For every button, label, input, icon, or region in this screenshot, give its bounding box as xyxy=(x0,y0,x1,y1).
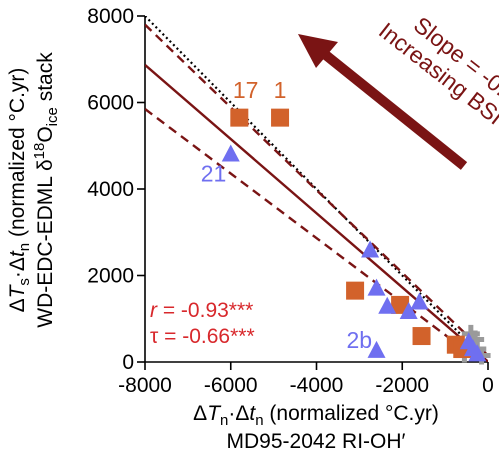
triangle-marker xyxy=(367,340,386,358)
triangle-marker xyxy=(361,240,380,258)
point-label: 2b xyxy=(347,327,373,353)
triangle-marker xyxy=(367,278,386,296)
x-axis-subtitle: MD95-2042 RI-OH′ xyxy=(227,430,406,453)
triangle-marker xyxy=(378,296,397,314)
x-tick-label: 0 xyxy=(482,374,494,397)
axis-tick-labels: -8000 -6000 -4000 -2000 0 0 2000 4000 6000 8000 xyxy=(87,5,494,397)
regression-lines xyxy=(145,16,488,362)
point-label: 17 xyxy=(233,77,259,103)
x-tick-label: -6000 xyxy=(204,374,258,397)
triangle-marker xyxy=(468,344,487,362)
square-marker xyxy=(346,281,365,300)
y-tick-label: 8000 xyxy=(87,5,134,28)
annotation-arrow xyxy=(298,34,468,170)
regression-line-dotted xyxy=(145,16,488,362)
stat-tau: τ = -0.66*** xyxy=(150,325,255,348)
triangle-marker xyxy=(410,292,429,310)
y-axis-title: ΔTs·Δtn (normalized °C.yr) xyxy=(6,68,33,313)
stat-r: r = -0.93*** xyxy=(150,299,253,322)
regression-line-dashed xyxy=(145,23,488,357)
square-marker xyxy=(412,327,431,346)
square-marker xyxy=(271,108,290,127)
y-tick-label: 4000 xyxy=(87,178,134,201)
regression-line-solid xyxy=(145,63,488,362)
triangle-marker xyxy=(399,301,418,319)
y-tick-label: 2000 xyxy=(87,265,134,288)
data-points xyxy=(221,108,491,365)
x-tick-label: -2000 xyxy=(375,374,429,397)
axis-ticks xyxy=(137,15,489,370)
y-tick-label: 0 xyxy=(122,351,134,374)
annotation-text: Slope = -0.86 Increasing BSI xyxy=(374,11,499,129)
x-axis-title: ΔTn·Δtn (normalized °C.yr) xyxy=(193,402,439,429)
x-tick-label: -8000 xyxy=(118,374,172,397)
point-label: 21 xyxy=(201,161,227,187)
y-axis-subtitle: WD-EDC-EDML δ18Oice stack xyxy=(31,52,61,328)
square-marker xyxy=(391,295,410,314)
regression-line-dashed xyxy=(145,108,484,362)
square-marker xyxy=(230,108,249,127)
point-label: 1 xyxy=(274,77,287,103)
x-tick-label: -4000 xyxy=(290,374,344,397)
y-tick-label: 6000 xyxy=(87,92,134,115)
triangle-marker xyxy=(221,144,240,162)
point-labels: 17 1 21 2b xyxy=(201,77,372,353)
